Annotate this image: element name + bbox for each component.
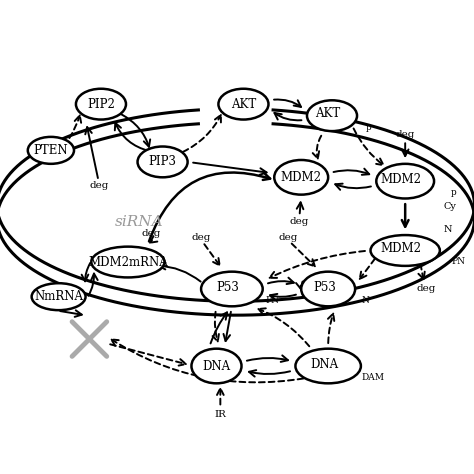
Text: IR: IR [214,410,226,419]
Ellipse shape [91,246,164,277]
Text: MDM2: MDM2 [381,242,422,255]
Ellipse shape [295,349,361,383]
Text: deg: deg [290,217,309,226]
Text: p: p [451,188,457,197]
Ellipse shape [274,160,328,195]
Ellipse shape [301,272,355,306]
Ellipse shape [137,146,188,177]
Text: MDM2mRNA: MDM2mRNA [88,255,168,269]
Text: PIP3: PIP3 [148,155,177,168]
Ellipse shape [376,164,434,199]
Text: N: N [362,296,370,305]
Text: DNA: DNA [202,359,230,373]
Ellipse shape [307,100,357,131]
Text: P53: P53 [217,281,239,293]
Text: deg: deg [417,284,436,293]
Text: deg: deg [278,233,297,241]
Text: PIP2: PIP2 [87,98,115,110]
Ellipse shape [32,283,86,310]
Ellipse shape [28,137,74,164]
Text: P53: P53 [313,281,336,293]
Ellipse shape [219,89,268,119]
Text: AKT: AKT [231,98,256,110]
Text: deg: deg [395,130,415,139]
Ellipse shape [201,272,263,306]
Ellipse shape [76,89,126,119]
Text: DNA: DNA [310,357,338,371]
Text: p: p [365,123,371,132]
Text: PTEN: PTEN [34,144,68,157]
Text: deg: deg [191,233,211,241]
Text: deg: deg [89,181,109,190]
Text: MDM2: MDM2 [381,173,422,186]
Ellipse shape [371,235,440,266]
Text: N: N [444,225,452,234]
Ellipse shape [191,349,242,383]
Text: Cy: Cy [444,202,456,210]
Text: NmRNA: NmRNA [34,290,83,303]
Text: PN: PN [265,296,279,305]
Text: deg: deg [141,228,161,237]
Text: DAM: DAM [362,373,384,382]
Text: PN: PN [451,257,465,266]
Text: siRNA: siRNA [115,215,164,228]
Text: MDM2: MDM2 [281,171,322,184]
Text: AKT: AKT [316,107,341,120]
